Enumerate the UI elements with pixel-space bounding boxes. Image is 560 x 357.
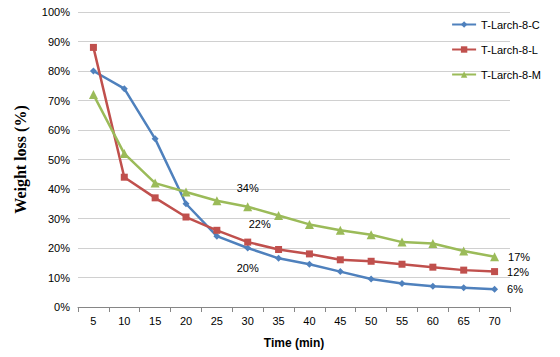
svg-text:65: 65 (458, 315, 470, 327)
svg-text:15: 15 (149, 315, 161, 327)
svg-text:5: 5 (90, 315, 96, 327)
svg-text:T-Larch-8-M: T-Larch-8-M (481, 69, 541, 81)
svg-text:40: 40 (303, 315, 315, 327)
svg-text:20: 20 (180, 315, 192, 327)
svg-text:70: 70 (488, 315, 500, 327)
svg-text:60: 60 (427, 315, 439, 327)
svg-text:100%: 100% (42, 6, 70, 18)
svg-text:30%: 30% (48, 213, 70, 225)
svg-text:34%: 34% (237, 182, 259, 194)
svg-text:20%: 20% (237, 262, 259, 274)
svg-text:6%: 6% (507, 283, 523, 295)
svg-text:70%: 70% (48, 95, 70, 107)
svg-text:50: 50 (365, 315, 377, 327)
svg-text:40%: 40% (48, 183, 70, 195)
svg-text:T-Larch-8-C: T-Larch-8-C (481, 19, 540, 31)
svg-text:20%: 20% (48, 242, 70, 254)
svg-text:80%: 80% (48, 65, 70, 77)
svg-text:30: 30 (242, 315, 254, 327)
svg-text:Weight loss (%): Weight loss (%) (12, 105, 30, 213)
svg-text:55: 55 (396, 315, 408, 327)
svg-text:Time (min): Time (min) (264, 336, 324, 350)
svg-text:10: 10 (118, 315, 130, 327)
svg-text:50%: 50% (48, 154, 70, 166)
svg-text:90%: 90% (48, 36, 70, 48)
svg-text:25: 25 (211, 315, 223, 327)
svg-text:T-Larch-8-L: T-Larch-8-L (481, 44, 538, 56)
svg-text:45: 45 (334, 315, 346, 327)
svg-text:10%: 10% (48, 272, 70, 284)
svg-text:35: 35 (272, 315, 284, 327)
svg-text:60%: 60% (48, 124, 70, 136)
svg-text:0%: 0% (54, 301, 70, 313)
svg-text:17%: 17% (508, 251, 530, 263)
svg-text:12%: 12% (507, 266, 529, 278)
svg-text:22%: 22% (249, 218, 271, 230)
